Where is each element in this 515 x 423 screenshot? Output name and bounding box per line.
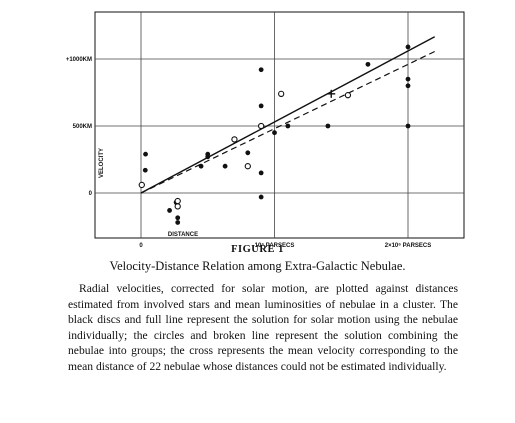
open-circle bbox=[257, 122, 265, 130]
figure-title: Velocity-Distance Relation among Extra-G… bbox=[109, 259, 406, 273]
open-circle bbox=[344, 92, 352, 99]
black-disc bbox=[405, 76, 411, 82]
y-tick-label: +1000KM bbox=[66, 57, 92, 63]
black-disc bbox=[143, 151, 148, 157]
figure-caption: Radial velocities, corrected for solar m… bbox=[68, 282, 458, 373]
open-circle bbox=[174, 197, 181, 205]
hubble-diagram: 0 500KM +1000KM 0 10⁶ PARSECS 2×10⁶ PARSECS V… bbox=[66, 11, 465, 249]
grid-lines bbox=[95, 12, 464, 238]
open-circle bbox=[174, 203, 181, 210]
black-disc bbox=[325, 123, 331, 129]
black-disc bbox=[405, 123, 411, 129]
black-disc bbox=[245, 150, 251, 156]
black-disc bbox=[258, 67, 264, 73]
y-tick-label: 0 bbox=[89, 191, 93, 197]
black-disc bbox=[405, 83, 411, 89]
black-disc bbox=[405, 44, 411, 50]
plot-frame bbox=[94, 11, 465, 239]
black-disc bbox=[175, 215, 181, 221]
black-disc bbox=[175, 220, 181, 225]
cross-marker bbox=[327, 89, 336, 98]
open-circle bbox=[244, 163, 251, 170]
black-disc bbox=[258, 103, 264, 109]
black-disc bbox=[198, 163, 204, 169]
y-axis-label: VELOCITY bbox=[99, 148, 105, 178]
black-disc bbox=[285, 123, 291, 129]
black-disc bbox=[205, 154, 211, 160]
x-tick-label: 10⁶ PARSECS bbox=[255, 243, 295, 249]
black-disc bbox=[365, 61, 371, 67]
figure-label: FIGURE 1 bbox=[231, 244, 284, 255]
black-disc bbox=[167, 208, 172, 213]
black-disc bbox=[272, 130, 277, 136]
full-line bbox=[140, 36, 436, 194]
open-circle bbox=[278, 90, 285, 97]
regression-lines bbox=[140, 36, 436, 194]
y-tick-label: 500KM bbox=[73, 124, 92, 130]
tick-labels: 0 500KM +1000KM 0 10⁶ PARSECS 2×10⁶ PARSECS bbox=[66, 57, 431, 249]
open-circle bbox=[231, 136, 238, 143]
data-points bbox=[138, 44, 411, 225]
black-disc bbox=[258, 170, 264, 176]
black-disc bbox=[258, 194, 264, 200]
x-tick-label: 2×10⁶ PARSECS bbox=[385, 243, 432, 249]
x-tick-label: 0 bbox=[139, 243, 143, 249]
broken-line bbox=[140, 50, 435, 194]
open-circle bbox=[138, 181, 145, 189]
black-disc bbox=[142, 167, 148, 173]
black-disc bbox=[222, 163, 228, 169]
x-axis-label: DISTANCE bbox=[168, 232, 198, 238]
